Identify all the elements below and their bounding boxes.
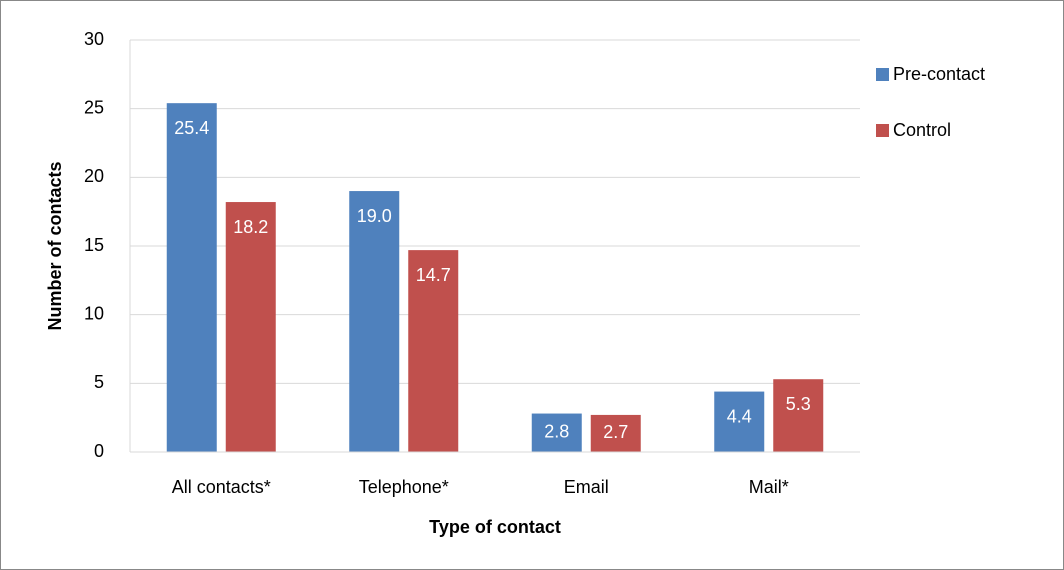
y-tick-label: 30 [84, 29, 104, 49]
data-label: 5.3 [786, 394, 811, 414]
y-tick-label: 0 [94, 441, 104, 461]
y-tick-label: 25 [84, 97, 104, 117]
y-tick-label: 10 [84, 303, 104, 323]
data-label: 19.0 [357, 206, 392, 226]
data-label: 4.4 [727, 406, 752, 426]
x-axis-title: Type of contact [429, 517, 561, 537]
y-tick-label: 5 [94, 372, 104, 392]
y-tick-label: 20 [84, 166, 104, 186]
data-label: 25.4 [174, 118, 209, 138]
bar [408, 250, 459, 452]
legend-label: Control [893, 120, 951, 140]
bar [531, 413, 582, 452]
data-label: 2.8 [544, 422, 569, 442]
x-tick-label: Mail* [749, 477, 789, 497]
x-tick-label: Email [564, 477, 609, 497]
bar [166, 103, 217, 452]
bar [349, 191, 400, 453]
legend-label: Pre-contact [893, 64, 985, 84]
y-axis-title: Number of contacts [45, 161, 65, 330]
x-tick-label: Telephone* [359, 477, 449, 497]
data-label: 14.7 [416, 265, 451, 285]
legend-swatch [876, 68, 889, 81]
data-label: 18.2 [233, 217, 268, 237]
bar [590, 414, 641, 452]
y-tick-label: 15 [84, 235, 104, 255]
data-label: 2.7 [603, 422, 628, 442]
bar [225, 202, 276, 452]
legend-swatch [876, 124, 889, 137]
bar [773, 379, 824, 452]
bar [714, 391, 765, 452]
x-tick-label: All contacts* [172, 477, 271, 497]
